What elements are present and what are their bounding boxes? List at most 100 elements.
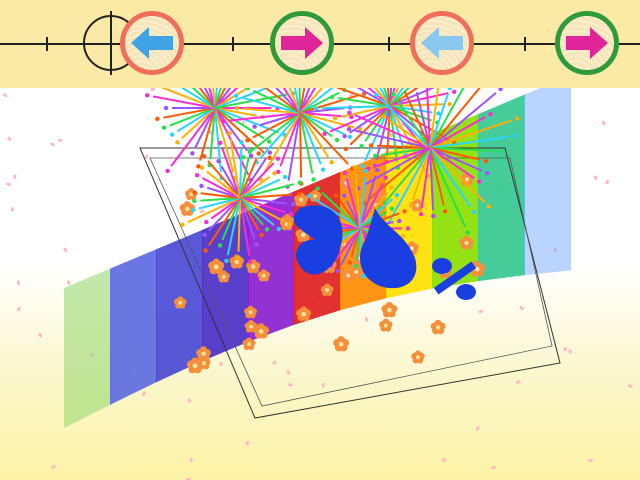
blossom-center	[416, 355, 420, 360]
firework-ray	[239, 162, 275, 199]
petal	[364, 317, 369, 322]
firework-spark	[199, 183, 204, 189]
firework-spark	[264, 227, 270, 232]
firework-ray	[239, 197, 264, 226]
firework-spark	[347, 260, 352, 265]
firework-spark	[389, 206, 395, 211]
petal	[286, 369, 291, 375]
firework-ray	[429, 88, 481, 149]
firework-ray	[237, 197, 241, 252]
firework-ray	[403, 91, 431, 149]
blossom	[253, 323, 270, 339]
firework-ray	[282, 88, 301, 114]
firework-spark	[169, 132, 175, 137]
firework-ray	[152, 95, 216, 109]
firework-ray	[279, 112, 301, 167]
blossom	[257, 269, 271, 282]
blossom	[320, 283, 334, 297]
petal	[7, 136, 12, 142]
firework-spark	[513, 133, 518, 139]
firework-spark	[288, 211, 294, 217]
firework-ray	[239, 156, 250, 199]
firework-ray	[389, 103, 444, 107]
blossom	[296, 306, 312, 322]
blossom-center	[383, 323, 388, 328]
firework-ray	[214, 88, 270, 109]
blossom-center	[258, 329, 264, 334]
firework-spark	[353, 263, 359, 269]
firework-spark	[216, 158, 221, 164]
firework-ray	[239, 183, 295, 199]
prev-secondary-button[interactable]	[410, 11, 474, 75]
firework-ray	[429, 88, 465, 149]
firework-ray	[339, 227, 361, 267]
firework-ray	[252, 89, 301, 114]
firework-ray	[429, 147, 475, 179]
firework-ray	[429, 135, 510, 149]
play-canvas[interactable]	[0, 88, 640, 480]
firework-spark	[267, 150, 273, 155]
firework-spark	[248, 153, 254, 158]
blossom	[333, 336, 349, 352]
next-button[interactable]	[270, 11, 334, 75]
firework-ray	[198, 197, 241, 210]
firework-spark	[245, 138, 250, 143]
petal	[49, 142, 55, 147]
track-tick	[524, 37, 526, 51]
firework-ray	[429, 93, 449, 149]
firework-ray	[429, 147, 495, 152]
firework-ray	[239, 148, 243, 199]
blossom-center	[247, 342, 251, 347]
firework-ray	[429, 147, 435, 211]
firework-ray	[299, 112, 349, 165]
firework-spark	[267, 139, 272, 144]
next-secondary-button[interactable]	[555, 11, 619, 75]
firework-ray	[214, 107, 265, 140]
firework-ray	[299, 112, 345, 136]
blossom-center	[213, 264, 219, 270]
petal	[199, 209, 205, 214]
percent-shape	[432, 258, 477, 300]
firework-spark	[144, 93, 150, 98]
firework-spark	[483, 158, 489, 164]
firework-ray	[429, 119, 512, 149]
blossom-center	[325, 288, 329, 293]
firework-spark	[275, 156, 281, 161]
firework-spark	[402, 209, 407, 214]
blossom	[246, 259, 261, 274]
firework-spark	[256, 151, 261, 156]
prev-button[interactable]	[120, 11, 184, 75]
firework-ray	[275, 88, 301, 114]
firework-ray	[429, 92, 497, 149]
firework-spark	[343, 146, 349, 152]
firework-ray	[191, 88, 216, 109]
firework-ray	[299, 112, 346, 118]
firework-ray	[252, 112, 301, 139]
firework-spark	[252, 124, 257, 129]
blossom-center	[221, 274, 226, 279]
petal	[605, 179, 610, 185]
firework-ray	[321, 191, 361, 229]
firework-ray	[210, 197, 241, 220]
firework-ray	[299, 112, 330, 158]
firework-ray	[239, 197, 256, 240]
firework-ray	[207, 197, 241, 232]
digit-shape	[360, 208, 417, 289]
blossom-center	[354, 269, 359, 274]
firework-spark	[165, 168, 170, 174]
blossom	[173, 296, 187, 309]
petal	[16, 280, 21, 286]
firework-spark	[352, 165, 358, 170]
firework-spark	[389, 185, 394, 190]
firework-ray	[259, 112, 301, 159]
firework-spark	[405, 226, 411, 231]
ribbon-band	[110, 248, 157, 405]
firework-spark	[276, 226, 281, 232]
firework-ray	[239, 197, 251, 256]
firework-ray	[337, 97, 391, 107]
firework-ray	[194, 107, 216, 149]
firework-ray	[229, 112, 301, 122]
firework-ray	[322, 105, 391, 110]
firework-spark	[514, 116, 520, 121]
blossom	[308, 189, 322, 202]
